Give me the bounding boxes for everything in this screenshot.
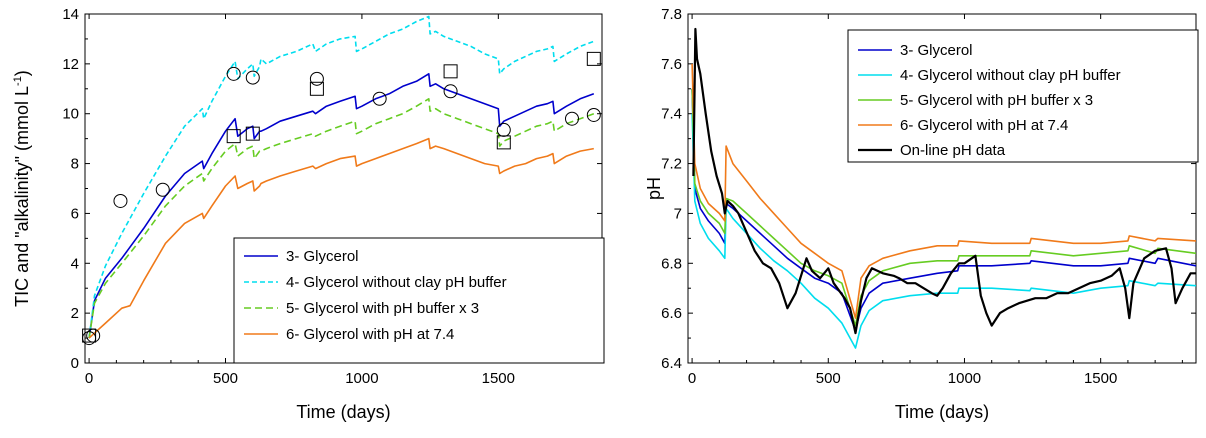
legend-label: On-line pH data <box>900 142 1006 159</box>
y-tick-label: 2 <box>71 305 79 322</box>
x-tick-label: 1500 <box>1084 370 1117 387</box>
data-point-circle <box>113 193 128 208</box>
legend-label: 6- Glycerol with pH at 7.4 <box>286 326 454 343</box>
x-tick-label: 1000 <box>948 370 981 387</box>
y-tick-label: 14 <box>62 6 79 23</box>
legend-box <box>233 237 605 364</box>
y-tick-label: 0 <box>71 355 79 372</box>
y-tick-label: 6.4 <box>661 355 682 372</box>
y-tick-label: 8 <box>71 156 79 173</box>
data-point-square <box>309 81 324 96</box>
data-point-square <box>245 126 260 141</box>
series-group <box>88 15 595 339</box>
data-point-circle <box>372 91 387 106</box>
y-axis-label: TIC and "alkalinity" (mmol L-1) <box>12 70 32 307</box>
legend: 3- Glycerol 4- Glycerol without clay pH b… <box>847 29 1199 163</box>
x-tick-label: 0 <box>688 370 696 387</box>
data-point-square <box>226 129 241 144</box>
y-tick-label: 7.8 <box>661 6 682 23</box>
legend-label: 6- Glycerol with pH at 7.4 <box>900 117 1068 134</box>
y-tick-label: 6 <box>71 205 79 222</box>
data-point-circle <box>443 84 458 99</box>
y-axis-label: pH <box>644 177 664 200</box>
data-point-square <box>82 328 97 343</box>
y-tick-label: 4 <box>71 255 79 272</box>
data-point-circle <box>226 66 241 81</box>
x-tick-label: 0 <box>85 370 93 387</box>
series-line-4 <box>88 137 594 339</box>
y-tick-label: 7.4 <box>661 106 682 123</box>
data-point-circle <box>586 107 601 122</box>
series-group <box>691 27 1196 349</box>
data-point-circle <box>309 71 324 86</box>
y-tick-label: 6.6 <box>661 305 682 322</box>
legend: 3- Glycerol 4- Glycerol without clay pH b… <box>233 237 605 364</box>
data-point-square <box>496 135 511 150</box>
legend-label: 5- Glycerol with pH buffer x 3 <box>286 300 479 317</box>
data-point-circle <box>245 70 260 85</box>
x-tick-label: 500 <box>816 370 841 387</box>
tic-alkalinity-chart: 0 2 4 6 8 10 12 14 0 500 1000 1500 Time (days) TIC an… <box>12 6 605 422</box>
y-tick-label: 7.6 <box>661 56 682 73</box>
x-tick-label: 1000 <box>345 370 378 387</box>
series-line-4 <box>691 63 1196 319</box>
data-point-square <box>443 64 458 79</box>
data-point-circle <box>155 182 170 197</box>
series-line-5 <box>692 27 1196 335</box>
legend-label: 3- Glycerol <box>286 248 359 265</box>
data-point-circle <box>496 122 511 137</box>
series-line-1 <box>88 73 595 339</box>
x-tick-label: 500 <box>213 370 238 387</box>
legend-box <box>847 29 1199 163</box>
y-tick-label: 12 <box>62 56 79 73</box>
legend-label: 5- Glycerol with pH buffer x 3 <box>900 92 1093 109</box>
legend-label: 3- Glycerol <box>900 42 973 59</box>
data-point-square <box>586 51 601 66</box>
data-point-circle <box>564 111 579 126</box>
ph-chart: 6.4 6.6 6.8 7 7.2 7.4 7.6 7.8 0 500 1000 1500 Time (… <box>644 6 1199 422</box>
series-line-2 <box>88 15 595 339</box>
y-tick-label: 7.2 <box>661 156 682 173</box>
x-axis-label: Time (days) <box>296 402 390 422</box>
x-axis-label: Time (days) <box>895 402 989 422</box>
legend-label: 4- Glycerol without clay pH buffer <box>286 274 507 291</box>
legend-label: 4- Glycerol without clay pH buffer <box>900 67 1121 84</box>
y-tick-label: 7 <box>674 205 682 222</box>
y-tick-label: 10 <box>62 106 79 123</box>
x-tick-label: 1500 <box>482 370 515 387</box>
y-tick-label: 6.8 <box>661 255 682 272</box>
